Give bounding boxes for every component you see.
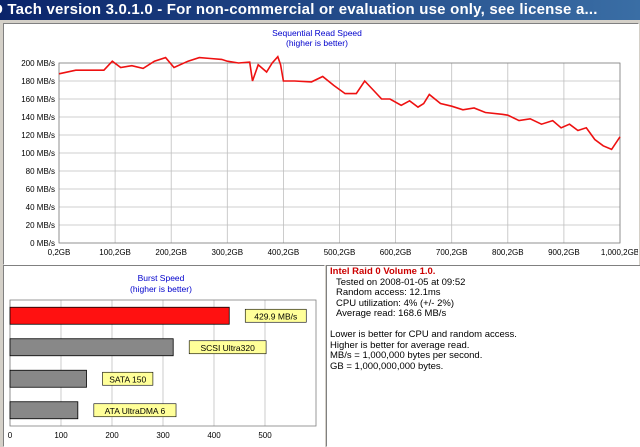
seq-y-tick-label: 40 MB/s bbox=[26, 203, 55, 212]
burst-x-tick-label: 300 bbox=[156, 431, 170, 440]
seq-chart-subtitle: (higher is better) bbox=[286, 38, 348, 48]
burst-bar bbox=[9, 306, 230, 325]
seq-y-tick-label: 60 MB/s bbox=[26, 185, 55, 194]
burst-chart-title: Burst Speed bbox=[138, 273, 185, 283]
drive-name: Intel Raid 0 Volume 1.0. bbox=[330, 266, 436, 277]
burst-bar-label: SCSI Ultra320 bbox=[200, 343, 255, 353]
seq-chart-title: Sequential Read Speed bbox=[272, 28, 362, 38]
title-bar: D Tach version 3.0.1.0 - For non-commerc… bbox=[0, 0, 640, 20]
sequential-read-panel: Sequential Read Speed (higher is better)… bbox=[3, 23, 639, 265]
burst-bar bbox=[9, 338, 174, 357]
burst-speed-panel: Burst Speed (higher is better) 429.9 MB/… bbox=[3, 265, 325, 447]
seq-x-tick-label: 800,2GB bbox=[492, 248, 524, 257]
seq-y-tick-label: 140 MB/s bbox=[21, 113, 55, 122]
burst-bar bbox=[9, 401, 79, 420]
seq-x-tick-label: 0,2GB bbox=[48, 248, 71, 257]
sequential-read-chart: Sequential Read Speed (higher is better)… bbox=[21, 28, 638, 257]
seq-x-tick-label: 300,2GB bbox=[212, 248, 244, 257]
seq-x-tick-label: 700,2GB bbox=[436, 248, 468, 257]
burst-speed-chart: Burst Speed (higher is better) 429.9 MB/… bbox=[8, 273, 317, 440]
burst-x-tick-label: 100 bbox=[54, 431, 68, 440]
random-access: Random access: 12.1ms bbox=[336, 287, 441, 299]
seq-read-series-line bbox=[58, 55, 621, 151]
note-higher-better: Higher is better for average read. bbox=[330, 339, 470, 351]
seq-y-tick-label: 120 MB/s bbox=[21, 131, 55, 140]
tested-on: Tested on 2008-01-05 at 09:52 bbox=[336, 276, 466, 288]
burst-bar-label: 429.9 MB/s bbox=[254, 311, 297, 321]
window-title: D Tach version 3.0.1.0 - For non-commerc… bbox=[0, 1, 598, 18]
seq-y-tick-label: 160 MB/s bbox=[21, 95, 55, 104]
seq-y-tick-label: 20 MB/s bbox=[26, 221, 55, 230]
burst-bar-label-box bbox=[188, 340, 267, 355]
seq-x-tick-label: 100,2GB bbox=[99, 248, 131, 257]
burst-plot-frame bbox=[9, 299, 317, 427]
burst-x-tick-label: 500 bbox=[258, 431, 272, 440]
burst-bar-label-box bbox=[102, 371, 154, 386]
burst-x-tick-label: 400 bbox=[207, 431, 221, 440]
burst-x-tick-label: 0 bbox=[8, 431, 13, 440]
seq-x-tick-label: 1,000,2GB bbox=[601, 248, 638, 257]
note-mbs-definition: MB/s = 1,000,000 bytes per second. bbox=[330, 350, 483, 362]
seq-y-tick-label: 0 MB/s bbox=[30, 239, 55, 248]
seq-y-tick-label: 180 MB/s bbox=[21, 77, 55, 86]
seq-y-tick-label: 100 MB/s bbox=[21, 149, 55, 158]
seq-y-tick-label: 200 MB/s bbox=[21, 59, 55, 68]
note-lower-better: Lower is better for CPU and random acces… bbox=[330, 328, 517, 340]
seq-x-tick-label: 900,2GB bbox=[548, 248, 580, 257]
cpu-utilization: CPU utilization: 4% (+/- 2%) bbox=[336, 297, 454, 309]
burst-chart-subtitle: (higher is better) bbox=[130, 284, 192, 294]
burst-bar bbox=[9, 369, 87, 388]
results-info-panel: Intel Raid 0 Volume 1.0. Tested on 2008-… bbox=[326, 265, 640, 447]
seq-plot-frame bbox=[58, 62, 621, 244]
seq-x-tick-label: 500,2GB bbox=[324, 248, 356, 257]
average-read: Average read: 168.6 MB/s bbox=[336, 308, 447, 320]
burst-bar-label-box bbox=[93, 403, 177, 418]
seq-x-tick-label: 600,2GB bbox=[380, 248, 412, 257]
burst-x-tick-label: 200 bbox=[105, 431, 119, 440]
seq-x-tick-label: 400,2GB bbox=[268, 248, 300, 257]
burst-bar-label: SATA 150 bbox=[109, 374, 146, 384]
note-gb-definition: GB = 1,000,000,000 bytes. bbox=[330, 360, 444, 372]
results-text: Intel Raid 0 Volume 1.0. Tested on 2008-… bbox=[330, 266, 517, 372]
seq-x-tick-label: 200,2GB bbox=[155, 248, 187, 257]
seq-y-tick-label: 80 MB/s bbox=[26, 167, 55, 176]
burst-bar-label-box bbox=[244, 308, 307, 323]
burst-bar-label: ATA UltraDMA 6 bbox=[105, 406, 166, 416]
